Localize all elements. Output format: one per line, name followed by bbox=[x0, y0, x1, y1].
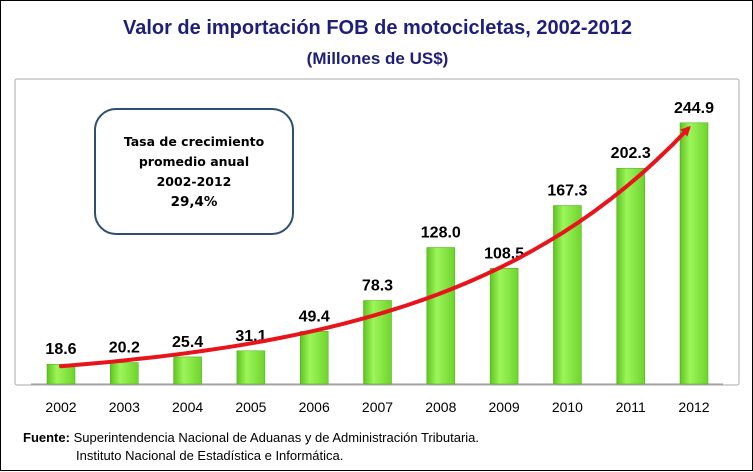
x-tick-2005: 2005 bbox=[235, 399, 266, 415]
chart-subtitle: (Millones de US$) bbox=[306, 49, 449, 68]
bar-2004 bbox=[173, 356, 202, 385]
value-label-2007: 78.3 bbox=[362, 278, 393, 295]
value-labels-layer: 18.6 20.2 25.4 31.149.478.3128.0108.5167.32… bbox=[45, 100, 714, 358]
source-label: Fuente: bbox=[23, 430, 70, 445]
bar-2008 bbox=[426, 247, 456, 385]
x-tick-2007: 2007 bbox=[362, 399, 393, 415]
growth-rate-line3: 2002-2012 bbox=[156, 173, 232, 189]
x-tick-labels-layer: 2002 2003 2004 2005 2006 2007 2008 2009 2010 2011… bbox=[45, 399, 709, 415]
value-label-2004: 25.4 bbox=[172, 334, 203, 351]
x-tick-2006: 2006 bbox=[299, 399, 330, 415]
value-label-2008: 128.0 bbox=[421, 225, 461, 242]
bar-2005 bbox=[236, 350, 266, 385]
source-line-1: Fuente: Superintendencia Nacional de Adu… bbox=[23, 429, 479, 447]
bar-2011 bbox=[616, 167, 645, 385]
growth-rate-line2: promedio anual bbox=[138, 153, 250, 169]
bar-2012 bbox=[679, 122, 709, 385]
bar-2009 bbox=[489, 268, 519, 385]
bar-2006 bbox=[299, 331, 329, 385]
x-tick-2010: 2010 bbox=[552, 399, 583, 415]
bars-layer bbox=[46, 122, 709, 385]
value-label-2003: 20.2 bbox=[109, 340, 140, 357]
value-label-2009: 108.5 bbox=[484, 245, 524, 262]
x-tick-2008: 2008 bbox=[425, 399, 456, 415]
chart-title: Valor de importación FOB de motocicletas… bbox=[122, 17, 633, 39]
bar-2010 bbox=[553, 205, 582, 385]
value-label-2012: 244.9 bbox=[674, 100, 714, 117]
growth-rate-value: 29,4% bbox=[170, 193, 218, 210]
x-tick-2004: 2004 bbox=[172, 399, 203, 415]
value-label-2010: 167.3 bbox=[547, 183, 587, 200]
bar-2003 bbox=[110, 362, 139, 385]
value-label-2011: 202.3 bbox=[611, 145, 651, 162]
source-text-1: Superintendencia Nacional de Aduanas y d… bbox=[73, 430, 479, 445]
x-tick-2003: 2003 bbox=[109, 399, 140, 415]
trend-arrow bbox=[59, 125, 691, 369]
source-note: Fuente: Superintendencia Nacional de Adu… bbox=[23, 429, 479, 465]
value-label-2006: 49.4 bbox=[299, 308, 330, 325]
growth-rate-line1: Tasa de crecimiento bbox=[123, 133, 265, 149]
x-tick-2012: 2012 bbox=[678, 399, 709, 415]
growth-rate-annotation: Tasa de crecimiento promedio anual 2002-… bbox=[94, 108, 294, 235]
x-tick-2011: 2011 bbox=[616, 399, 646, 415]
value-label-2002: 18.6 bbox=[45, 341, 76, 358]
x-tick-2009: 2009 bbox=[489, 399, 520, 415]
x-tick-2002: 2002 bbox=[45, 399, 76, 415]
source-text-2: Instituto Nacional de Estadística e Info… bbox=[76, 448, 344, 463]
